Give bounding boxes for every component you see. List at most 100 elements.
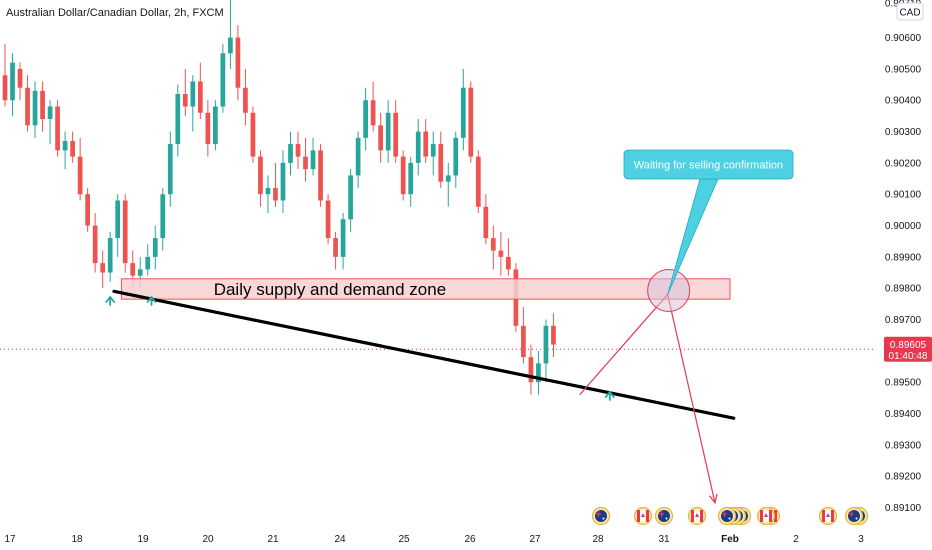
time-axis-bg [0, 527, 874, 550]
candle-body [288, 144, 293, 163]
time-tick-label: 28 [592, 534, 604, 545]
currency-badge-box[interactable] [896, 2, 924, 21]
candle-body [220, 53, 226, 107]
candle [506, 238, 511, 276]
ca-flag-icon[interactable] [818, 506, 838, 526]
candle-body [445, 175, 451, 182]
price-axis[interactable]: 0.907100.906000.905000.904000.903000.902… [874, 0, 932, 550]
candle-body [62, 140, 68, 151]
candle-body [122, 200, 128, 264]
candle-body [32, 90, 38, 126]
flag-leaf [695, 513, 699, 517]
candle-body [521, 325, 526, 358]
economic-events[interactable] [591, 506, 869, 526]
time-tick-label: 3 [858, 534, 864, 545]
candle-body [438, 144, 444, 182]
candle-body [543, 325, 549, 364]
flag-leaf [826, 513, 830, 517]
price-tick-label: 0.90400 [885, 96, 922, 107]
candle [468, 81, 474, 163]
candle-body [228, 37, 233, 54]
projection-down-leg[interactable] [667, 294, 716, 503]
au-flag-icon[interactable] [591, 506, 611, 526]
price-tick-label: 0.89400 [885, 409, 922, 420]
au-flag-icon[interactable] [717, 506, 737, 526]
time-tick-label: 24 [334, 534, 346, 545]
candle [273, 162, 278, 207]
bounce-arrow-shape [604, 390, 615, 401]
candle [498, 231, 504, 276]
candle [483, 194, 489, 245]
candle [521, 306, 526, 364]
candle [2, 43, 8, 107]
candle [122, 194, 128, 273]
candle [40, 81, 45, 132]
flag-cross [659, 511, 664, 517]
currency-badge[interactable]: CAD [896, 2, 924, 21]
candle-body [235, 37, 241, 88]
price-tick-label: 0.90500 [885, 64, 922, 75]
candle-body [182, 93, 188, 107]
time-tick-label: 17 [4, 534, 16, 545]
bounce-arrow-icon [105, 295, 116, 306]
candle [408, 156, 414, 207]
candle [25, 75, 30, 132]
supply-demand-zone[interactable]: Daily supply and demand zone [120, 278, 731, 300]
ca-flag-icon[interactable] [756, 506, 776, 526]
candle-body [393, 112, 399, 157]
flag-body [848, 510, 860, 522]
candle [385, 100, 391, 163]
zone-rectangle[interactable] [120, 278, 731, 300]
time-axis[interactable]: 17 18 19 20 21 24 25 26 27 28 31 Feb 2 3 [0, 527, 874, 550]
candle [47, 100, 53, 145]
flag-body [658, 510, 670, 522]
time-tick-label: 18 [71, 534, 83, 545]
candle [258, 150, 263, 207]
candle [70, 131, 75, 163]
candle [363, 87, 368, 151]
candle [145, 244, 151, 276]
flag-star [665, 517, 668, 520]
candle [115, 194, 121, 257]
candle [551, 313, 556, 358]
callout[interactable]: Waiting for selling confirmation [623, 149, 794, 295]
ca-flag-icon[interactable] [633, 506, 653, 526]
candle [250, 106, 256, 163]
flag-body [721, 510, 733, 522]
price-tick-label: 0.89900 [885, 252, 922, 263]
zone-label: Daily supply and demand zone [214, 280, 446, 299]
projection-path[interactable] [579, 294, 718, 505]
candle [85, 187, 90, 232]
candle-body [152, 238, 158, 257]
chart-title: Australian Dollar/Canadian Dollar, 2h, F… [6, 7, 224, 19]
candle-body [400, 156, 406, 195]
price-tick-label: 0.89200 [885, 472, 922, 483]
flag-band [760, 510, 763, 522]
candle [490, 225, 496, 270]
candle [378, 112, 384, 163]
ca-flag-icon[interactable] [687, 506, 707, 526]
time-tick-label: 19 [137, 534, 149, 545]
candle [310, 137, 316, 176]
candle [475, 150, 481, 214]
candle [325, 194, 331, 245]
candle [92, 213, 98, 273]
price-tick-label: 0.89800 [885, 284, 922, 295]
price-tick-label: 0.90000 [885, 221, 922, 232]
candle [152, 225, 158, 270]
price-tick-label: 0.89100 [885, 503, 922, 514]
time-tick-label: 26 [464, 534, 476, 545]
au-flag-icon[interactable] [844, 506, 864, 526]
candle-body [318, 150, 323, 201]
candle-body [167, 144, 173, 195]
candle [536, 350, 541, 395]
callout-box[interactable] [623, 149, 794, 180]
price-tick-label: 0.90200 [885, 158, 922, 169]
support-trendline[interactable] [112, 289, 736, 420]
projection-up-leg[interactable] [579, 294, 669, 396]
candle [100, 250, 106, 289]
au-flag-icon[interactable] [654, 506, 674, 526]
candle-body [551, 325, 556, 345]
